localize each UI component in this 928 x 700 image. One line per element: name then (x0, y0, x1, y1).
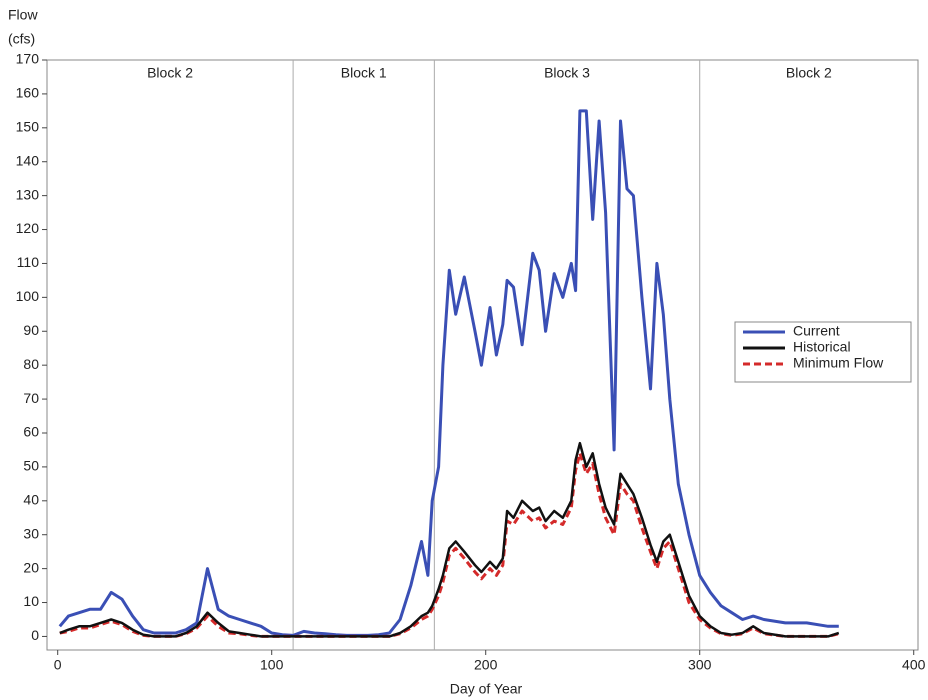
x-tick-label: 300 (688, 657, 712, 673)
y-tick-label: 60 (23, 424, 39, 440)
y-axis-label: Flow (8, 7, 38, 23)
legend-label: Historical (793, 339, 851, 355)
x-tick-label: 100 (260, 657, 284, 673)
plot-frame (46, 59, 919, 651)
y-tick-label: 170 (16, 51, 40, 67)
y-tick-label: 50 (23, 458, 39, 474)
y-tick-label: 0 (31, 627, 39, 643)
y-tick-label: 140 (16, 152, 40, 168)
legend-label: Minimum Flow (793, 355, 884, 371)
y-tick-label: 160 (16, 85, 40, 101)
y-tick-label: 120 (16, 220, 40, 236)
y-tick-label: 10 (23, 593, 39, 609)
y-tick-label: 90 (23, 322, 39, 338)
series-line (58, 109, 839, 637)
y-tick-label: 110 (17, 254, 40, 270)
series-line (59, 451, 840, 638)
y-tick-label: 40 (23, 492, 39, 508)
y-tick-label: 30 (23, 525, 39, 541)
x-tick-label: 400 (902, 657, 926, 673)
y-tick-label: 70 (23, 390, 39, 406)
legend-label: Current (793, 323, 840, 339)
y-tick-label: 150 (16, 119, 40, 135)
x-tick-label: 0 (54, 657, 62, 673)
block-label: Block 2 (786, 65, 832, 81)
block-label: Block 1 (341, 65, 387, 81)
x-tick-label: 200 (474, 657, 498, 673)
y-axis-label: (cfs) (8, 31, 35, 47)
y-tick-label: 130 (16, 186, 40, 202)
series-line (59, 441, 840, 638)
block-label: Block 2 (147, 65, 193, 81)
y-tick-label: 20 (23, 559, 39, 575)
block-label: Block 3 (544, 65, 590, 81)
y-tick-label: 100 (16, 288, 40, 304)
y-tick-label: 80 (23, 356, 39, 372)
x-axis-label: Day of Year (450, 681, 523, 697)
